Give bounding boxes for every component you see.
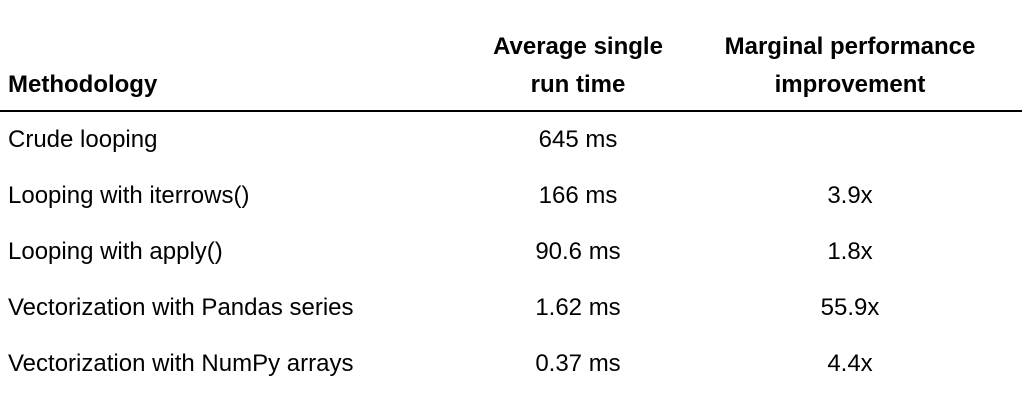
table-cell: 166 ms xyxy=(538,182,618,209)
column-header: Marginal performance improvement xyxy=(678,20,1022,112)
table-cell: 1.62 ms xyxy=(535,294,621,321)
table-cell: Vectorization with Pandas series xyxy=(8,294,354,321)
column-header: Average single run time xyxy=(478,20,678,112)
table-cell: Vectorization with NumPy arrays xyxy=(8,350,354,377)
table-header: Methodology Average single run time Margin… xyxy=(0,20,1022,112)
table-row: Vectorization with NumPy arrays 0.37 ms 4.… xyxy=(0,336,1022,392)
performance-table: Methodology Average single run time Margin… xyxy=(0,20,1022,392)
table-row: Looping with iterrows() 166 ms 3.9x xyxy=(0,168,1022,224)
empty-cell xyxy=(678,111,1022,168)
table-cell: 0.37 ms xyxy=(535,350,621,377)
table-cell: Looping with iterrows() xyxy=(8,182,250,209)
table-cell: 1.8x xyxy=(827,238,873,265)
table-cell: 645 ms xyxy=(538,126,618,153)
table-cell: 3.9x xyxy=(827,182,873,209)
table-body: Crude looping 645 ms Looping with iterrows… xyxy=(0,111,1022,392)
table-cell: 90.6 ms xyxy=(535,238,621,265)
table-cell: 4.4x xyxy=(827,350,873,377)
table-row: Crude looping 645 ms xyxy=(0,111,1022,168)
table-row: Looping with apply() 90.6 ms 1.8x xyxy=(0,224,1022,280)
header-row: Methodology Average single run time Margin… xyxy=(0,20,1022,112)
column-header: Methodology xyxy=(0,20,478,112)
table-row: Vectorization with Pandas series 1.62 ms 5… xyxy=(0,280,1022,336)
table-cell: Crude looping xyxy=(8,126,158,153)
table-cell: Looping with apply() xyxy=(8,238,223,265)
table-cell: 55.9x xyxy=(820,294,880,321)
